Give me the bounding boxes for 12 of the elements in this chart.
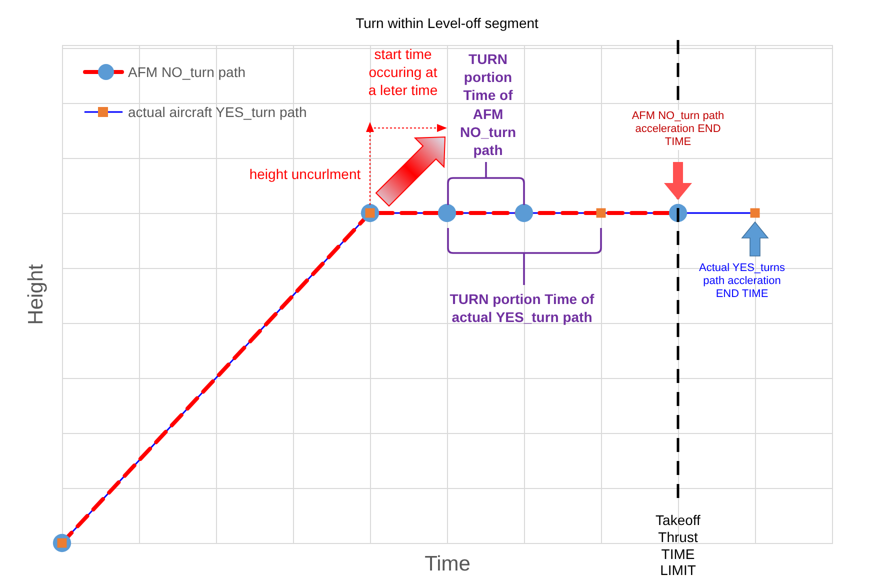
annotation: Actual YES_turns path accleration END TIME [698, 262, 786, 302]
y-axis-title: Height [24, 264, 48, 325]
chart-title: Turn within Level-off segment [356, 15, 539, 31]
text: start time occuring at a leter time [368, 45, 438, 100]
legend-label: AFM NO_turn path [128, 64, 246, 80]
text: AFM NO_turn path acceleration END TIME [630, 110, 726, 150]
x-axis-title: Time [424, 552, 470, 576]
annotation: TURN portion Time of actual YES_turn path [448, 290, 596, 326]
text: height uncurlment [248, 165, 362, 184]
annotation: Takeoff Thrust TIME LIMIT [654, 512, 702, 580]
legend-label: actual aircraft YES_turn path [128, 104, 307, 120]
text: TURN portion Time of AFM NO_turn path [459, 50, 517, 160]
